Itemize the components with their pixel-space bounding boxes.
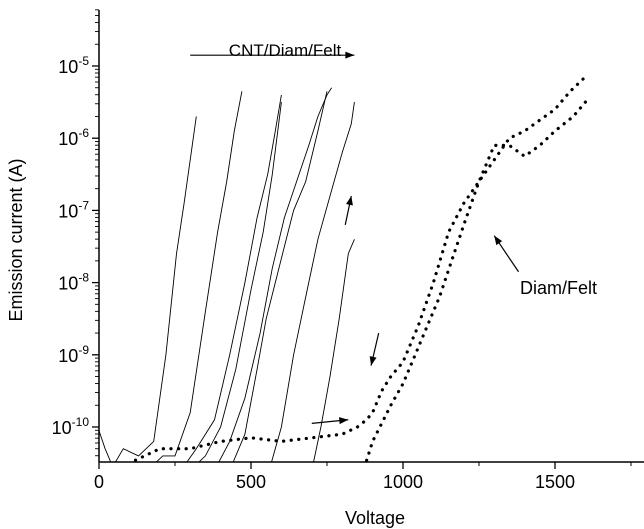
series-layer: [99, 75, 588, 462]
y-tick-label--10: 10-10: [52, 415, 90, 438]
cnt-series-2: [186, 94, 282, 462]
arrowhead-diam-right: [338, 417, 349, 425]
arrowhead-cnt-up: [346, 195, 353, 206]
y-tick-label--6: 10-6: [58, 126, 89, 149]
y-tick-label--7: 10-7: [58, 198, 89, 221]
y-axis-label: Emission current (A): [6, 158, 26, 321]
x-tick-label-0: 0: [94, 472, 104, 492]
arrowhead-diam-label-pointer: [494, 235, 503, 246]
axes: [98, 10, 644, 463]
cnt-series-4: [218, 87, 332, 462]
cnt-series-1: [155, 91, 243, 462]
cnt-series-7: [313, 239, 355, 462]
diam-felt-series-8: [127, 75, 588, 462]
cnt-series-3: [198, 102, 282, 462]
annotation-cnt-diam-felt: CNT/Diam/Felt: [229, 41, 342, 60]
x-tick-label-1500: 1500: [535, 472, 575, 492]
y-tick-label--8: 10-8: [58, 271, 89, 294]
diam-felt-series-9: [364, 100, 588, 462]
cnt-series-6: [271, 102, 355, 462]
arrowhead-cnt-direction: [345, 51, 355, 59]
cnt-series-0: [99, 116, 197, 462]
ticks: 0 500 1000 1500 10-10 10-9 10-8 10-7 10-6 10-5: [52, 9, 632, 492]
arrowhead-diam-down: [369, 356, 377, 366]
cnt-series-5: [232, 91, 328, 462]
annotation-diam-felt: Diam/Felt: [520, 278, 597, 298]
y-tick-label--9: 10-9: [58, 343, 89, 366]
arrows: [190, 51, 520, 425]
x-axis-label: Voltage: [345, 508, 405, 528]
x-tick-label-500: 500: [236, 472, 266, 492]
y-tick-label--5: 10-5: [58, 54, 89, 77]
x-tick-label-1000: 1000: [383, 472, 423, 492]
